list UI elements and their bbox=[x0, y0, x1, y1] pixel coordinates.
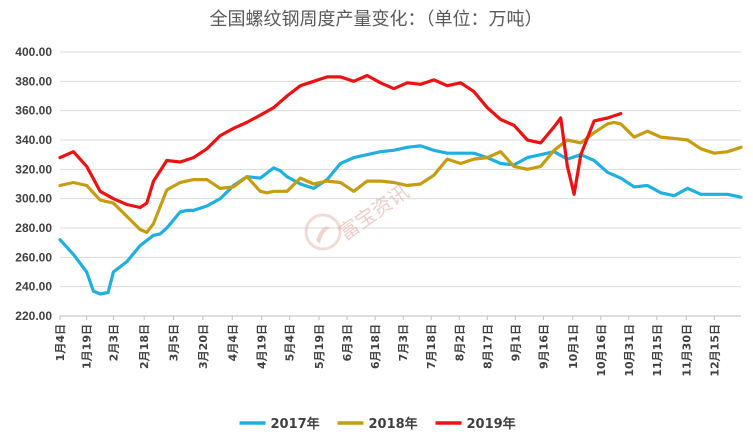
y-tick-label: 400.00 bbox=[15, 45, 52, 59]
x-tick-label: 4月19日 bbox=[256, 324, 269, 369]
series-lines bbox=[58, 73, 743, 296]
y-tick-label: 340.00 bbox=[15, 133, 52, 147]
x-tick-label: 8月2日 bbox=[453, 324, 466, 361]
legend-label: 2018年 bbox=[369, 416, 418, 432]
x-tick-label: 3月5日 bbox=[168, 324, 181, 361]
y-tick-label: 360.00 bbox=[15, 104, 52, 118]
x-axis-ticks: 1月4日 1月19日 2月3日 2月18日 3月5日 3月20日 4月4日 4月19日 5月4日… bbox=[54, 316, 721, 377]
x-tick-label: 4月4日 bbox=[226, 324, 239, 361]
y-tick-label: 260.00 bbox=[15, 250, 52, 264]
y-axis-ticks: 220.00 240.00 260.00 280.00 300.00 320.00 340.… bbox=[15, 45, 52, 323]
x-tick-label: 10月1日 bbox=[567, 324, 580, 369]
watermark-logo-icon bbox=[304, 213, 342, 251]
y-tick-label: 300.00 bbox=[15, 192, 52, 206]
x-tick-label: 10月16日 bbox=[595, 324, 608, 377]
y-tick-label: 240.00 bbox=[15, 280, 52, 294]
series-line-2017年 bbox=[58, 144, 743, 296]
series-line-2018年 bbox=[58, 120, 743, 234]
x-tick-label: 1月19日 bbox=[81, 324, 94, 369]
x-tick-label: 8月17日 bbox=[481, 324, 494, 369]
y-tick-label: 320.00 bbox=[15, 162, 52, 176]
chart-title: 全国螺纹钢周度产量变化：（单位：万吨） bbox=[210, 9, 543, 30]
x-tick-label: 6月18日 bbox=[369, 324, 382, 369]
x-tick-label: 2月3日 bbox=[107, 324, 120, 361]
x-tick-label: 7月3日 bbox=[397, 324, 410, 361]
x-tick-label: 10月31日 bbox=[623, 324, 636, 377]
x-tick-label: 7月18日 bbox=[425, 324, 438, 369]
x-tick-label: 5月19日 bbox=[313, 324, 326, 369]
x-tick-label: 9月1日 bbox=[509, 324, 522, 361]
y-tick-label: 220.00 bbox=[15, 309, 52, 323]
x-tick-label: 11月15日 bbox=[651, 324, 664, 377]
x-tick-label: 5月4日 bbox=[284, 324, 297, 361]
legend-label: 2019年 bbox=[467, 416, 516, 432]
x-tick-label: 6月3日 bbox=[341, 324, 354, 361]
legend-label: 2017年 bbox=[271, 416, 320, 432]
x-tick-label: 12月15日 bbox=[708, 324, 721, 377]
watermark-flame-icon bbox=[316, 226, 330, 244]
x-tick-label: 1月4日 bbox=[54, 324, 67, 361]
watermark-text: 富宝资讯 bbox=[334, 180, 413, 246]
x-tick-label: 9月16日 bbox=[537, 324, 550, 369]
x-tick-label: 3月20日 bbox=[197, 324, 210, 369]
legend: 2017年 2018年 2019年 bbox=[239, 416, 516, 432]
y-tick-label: 280.00 bbox=[15, 221, 52, 235]
watermark: 富宝资讯 bbox=[304, 180, 413, 251]
y-tick-label: 380.00 bbox=[15, 74, 52, 88]
x-tick-label: 11月30日 bbox=[680, 324, 693, 377]
series-line-2019年 bbox=[58, 73, 623, 210]
x-tick-label: 2月18日 bbox=[138, 324, 151, 369]
